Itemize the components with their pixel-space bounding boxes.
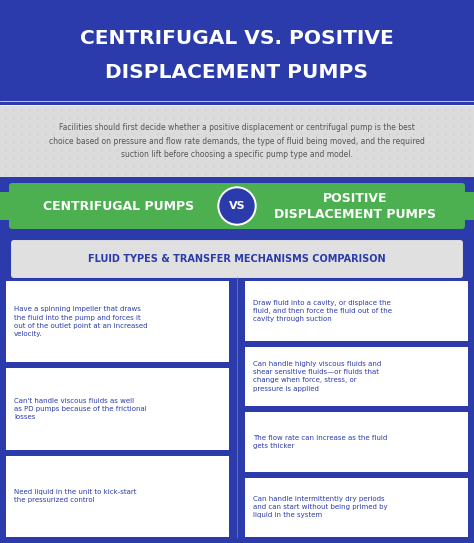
Text: VS: VS [228, 201, 246, 211]
FancyBboxPatch shape [0, 192, 14, 220]
FancyBboxPatch shape [245, 477, 468, 537]
Polygon shape [219, 281, 229, 291]
FancyBboxPatch shape [460, 192, 474, 220]
Text: Have a spinning impeller that draws
the fluid into the pump and forces it
out of: Have a spinning impeller that draws the … [14, 306, 147, 337]
Text: Facilities should first decide whether a positive displacement or centrifugal pu: Facilities should first decide whether a… [49, 123, 425, 159]
Circle shape [218, 187, 256, 225]
FancyBboxPatch shape [0, 105, 474, 177]
Text: Draw fluid into a cavity, or displace the
fluid, and then force the fluid out of: Draw fluid into a cavity, or displace th… [253, 300, 392, 322]
Polygon shape [6, 352, 16, 362]
Text: Can handle highly viscous fluids and
shear sensitive fluids—or fluids that
chang: Can handle highly viscous fluids and she… [253, 361, 381, 392]
Text: Can handle intermittently dry periods
and can start without being primed by
liqu: Can handle intermittently dry periods an… [253, 496, 388, 519]
FancyBboxPatch shape [6, 281, 229, 362]
FancyBboxPatch shape [6, 456, 229, 537]
Text: POSITIVE
DISPLACEMENT PUMPS: POSITIVE DISPLACEMENT PUMPS [274, 192, 437, 220]
Text: FLUID TYPES & TRANSFER MECHANISMS COMPARISON: FLUID TYPES & TRANSFER MECHANISMS COMPAR… [88, 254, 386, 264]
Polygon shape [245, 396, 255, 406]
Text: Can't handle viscous fluids as well
as PD pumps because of the frictional
losses: Can't handle viscous fluids as well as P… [14, 398, 147, 420]
Polygon shape [219, 368, 229, 378]
FancyBboxPatch shape [245, 281, 468, 340]
Polygon shape [458, 477, 468, 488]
Text: Need liquid in the unit to kick-start
the pressurized control: Need liquid in the unit to kick-start th… [14, 489, 137, 503]
Polygon shape [6, 440, 16, 450]
Text: CENTRIFUGAL VS. POSITIVE: CENTRIFUGAL VS. POSITIVE [80, 28, 394, 47]
Polygon shape [219, 456, 229, 466]
FancyBboxPatch shape [10, 239, 464, 279]
Text: The flow rate can increase as the fluid
gets thicker: The flow rate can increase as the fluid … [253, 434, 387, 449]
Polygon shape [245, 527, 255, 537]
FancyBboxPatch shape [9, 183, 465, 229]
Text: CENTRIFUGAL PUMPS: CENTRIFUGAL PUMPS [43, 199, 194, 212]
FancyBboxPatch shape [0, 177, 474, 235]
Polygon shape [458, 281, 468, 291]
FancyBboxPatch shape [245, 412, 468, 471]
FancyBboxPatch shape [6, 368, 229, 450]
Polygon shape [245, 462, 255, 471]
FancyBboxPatch shape [245, 346, 468, 406]
FancyBboxPatch shape [0, 0, 474, 105]
Polygon shape [458, 346, 468, 357]
Polygon shape [458, 412, 468, 422]
Polygon shape [6, 527, 16, 537]
Circle shape [220, 189, 254, 223]
Text: DISPLACEMENT PUMPS: DISPLACEMENT PUMPS [106, 62, 368, 81]
Polygon shape [245, 331, 255, 340]
